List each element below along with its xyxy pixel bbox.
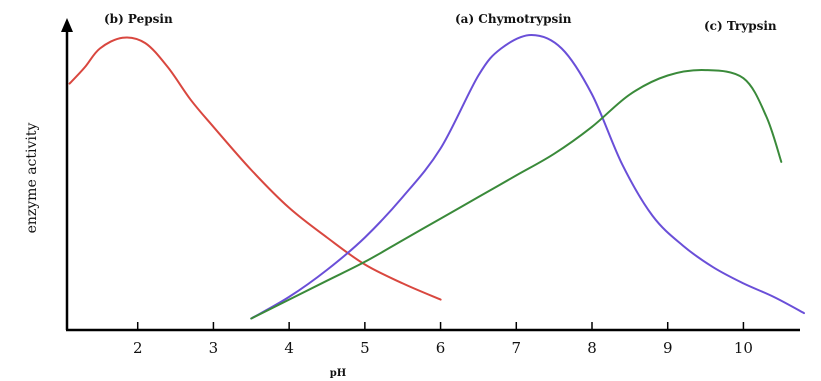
series-label-trypsin: (c) Trypsin [704, 19, 777, 33]
series-labels: (b) Pepsin (a) Chymotrypsin (c) Trypsin [104, 12, 777, 33]
x-tick-label: 7 [512, 339, 522, 357]
x-tick-label: 3 [209, 339, 219, 357]
x-axis-title: pH [330, 368, 346, 379]
y-axis-arrowhead-icon [61, 18, 73, 32]
x-tick-label: 10 [734, 339, 753, 357]
x-axis-ticks: 2 3 4 5 6 7 8 9 10 [133, 322, 753, 357]
series-label-chymotrypsin: (a) Chymotrypsin [455, 12, 572, 26]
x-tick-label: 2 [133, 339, 143, 357]
x-tick-label: 9 [663, 339, 673, 357]
series-line-trypsin [250, 69, 783, 320]
series-line-chymotrypsin [250, 33, 805, 320]
series-line-pepsin [68, 36, 442, 301]
x-tick-label: 4 [284, 339, 294, 357]
y-axis-title: enzyme activity [24, 123, 40, 234]
series-group [68, 33, 805, 320]
x-tick-label: 6 [436, 339, 446, 357]
x-tick-label: 8 [587, 339, 597, 357]
series-label-pepsin: (b) Pepsin [104, 12, 173, 26]
x-tick-label: 5 [360, 339, 370, 357]
